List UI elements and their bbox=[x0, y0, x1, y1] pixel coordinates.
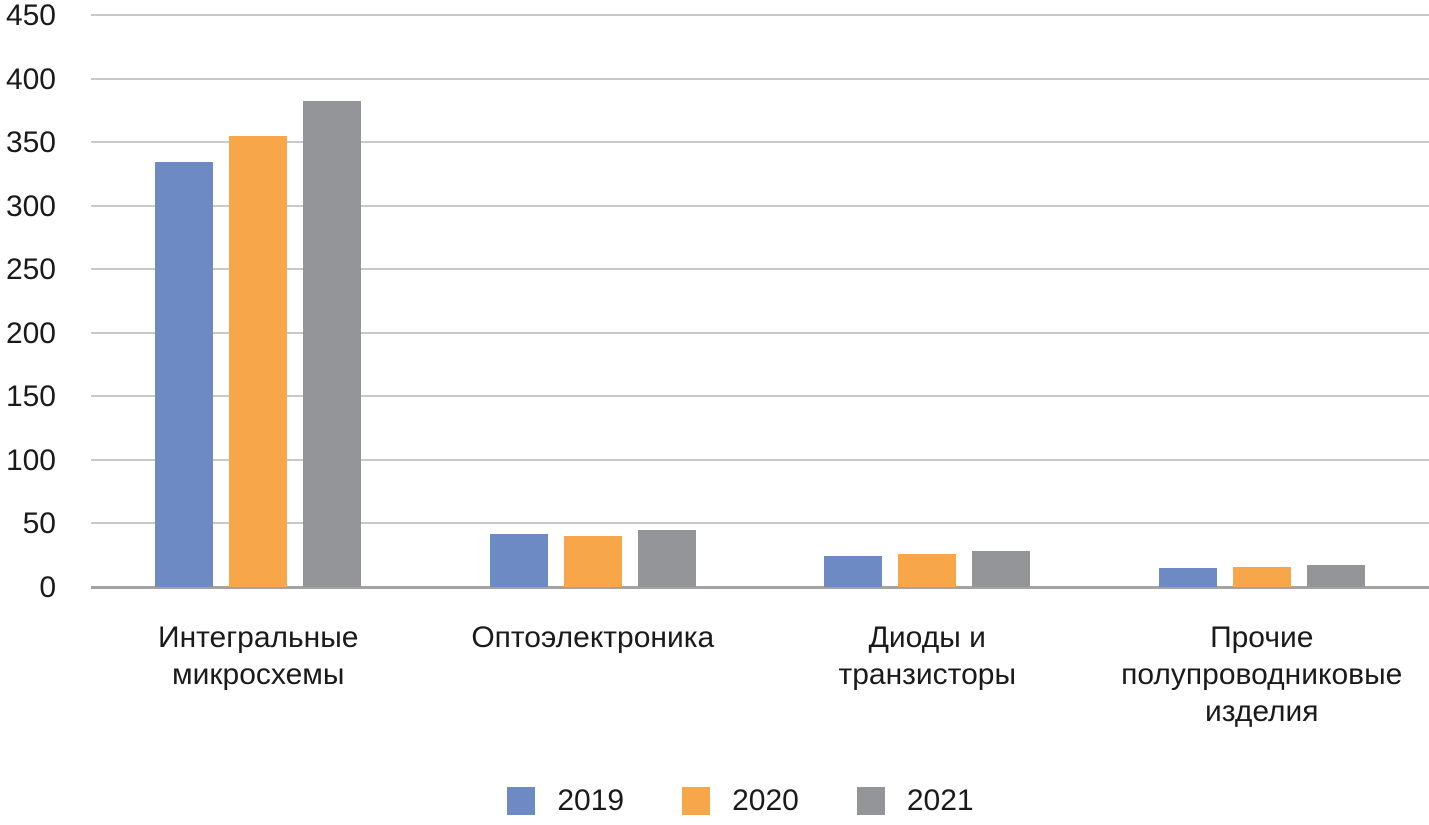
gridline bbox=[91, 204, 1429, 207]
legend-label: 2019 bbox=[557, 784, 625, 817]
gridline bbox=[91, 14, 1429, 16]
legend-label: 2021 bbox=[906, 784, 974, 817]
bar-2019 bbox=[489, 533, 548, 587]
y-axis-tick-label: 0 bbox=[39, 571, 56, 604]
x-axis-category-label: Интегральные микросхемы bbox=[158, 621, 359, 691]
y-axis-tick-label: 400 bbox=[5, 62, 56, 96]
bar-2020 bbox=[229, 135, 288, 587]
y-axis-tick-label: 450 bbox=[5, 0, 56, 32]
bar-2020 bbox=[898, 553, 957, 587]
x-axis-category-label: Диоды и транзисторы bbox=[838, 621, 1017, 691]
x-axis-category-label: Оптоэлектроника bbox=[471, 621, 715, 654]
y-axis-tick-label: 50 bbox=[22, 507, 56, 541]
y-axis-tick-label: 150 bbox=[5, 380, 56, 414]
bar-2021 bbox=[1306, 565, 1365, 587]
bar-2021 bbox=[972, 551, 1031, 587]
bar-2020 bbox=[1232, 566, 1291, 587]
y-axis-tick-label: 300 bbox=[5, 189, 56, 223]
gridline bbox=[91, 395, 1429, 398]
bar-2021 bbox=[303, 101, 362, 587]
bar-2019 bbox=[155, 162, 214, 587]
legend-swatch-icon bbox=[507, 787, 536, 815]
gridline bbox=[91, 141, 1429, 144]
y-axis-tick-label: 200 bbox=[5, 316, 56, 350]
legend: 2019 2020 2021 bbox=[26, 783, 1429, 819]
legend-swatch-icon bbox=[856, 787, 885, 815]
gridline bbox=[91, 331, 1429, 334]
legend-swatch-icon bbox=[682, 787, 711, 815]
legend-item-2020: 2020 bbox=[682, 783, 799, 819]
bar-2021 bbox=[637, 529, 696, 587]
x-axis-category-label: Прочие полупроводниковые изделия bbox=[1121, 621, 1403, 728]
legend-item-2021: 2021 bbox=[856, 783, 974, 819]
y-axis-tick-label: 350 bbox=[5, 126, 56, 160]
gridline bbox=[91, 522, 1429, 525]
y-axis-tick-label: 100 bbox=[5, 443, 56, 477]
gridline bbox=[91, 268, 1429, 271]
gridline bbox=[91, 458, 1429, 461]
legend-item-2019: 2019 bbox=[507, 783, 624, 819]
gridline bbox=[91, 77, 1429, 80]
legend-label: 2020 bbox=[732, 784, 799, 817]
bar-2020 bbox=[563, 536, 622, 587]
bar-2019 bbox=[824, 556, 883, 587]
y-axis-tick-label: 250 bbox=[5, 253, 56, 287]
x-axis-baseline bbox=[91, 586, 1429, 589]
bar-2019 bbox=[1158, 567, 1217, 587]
